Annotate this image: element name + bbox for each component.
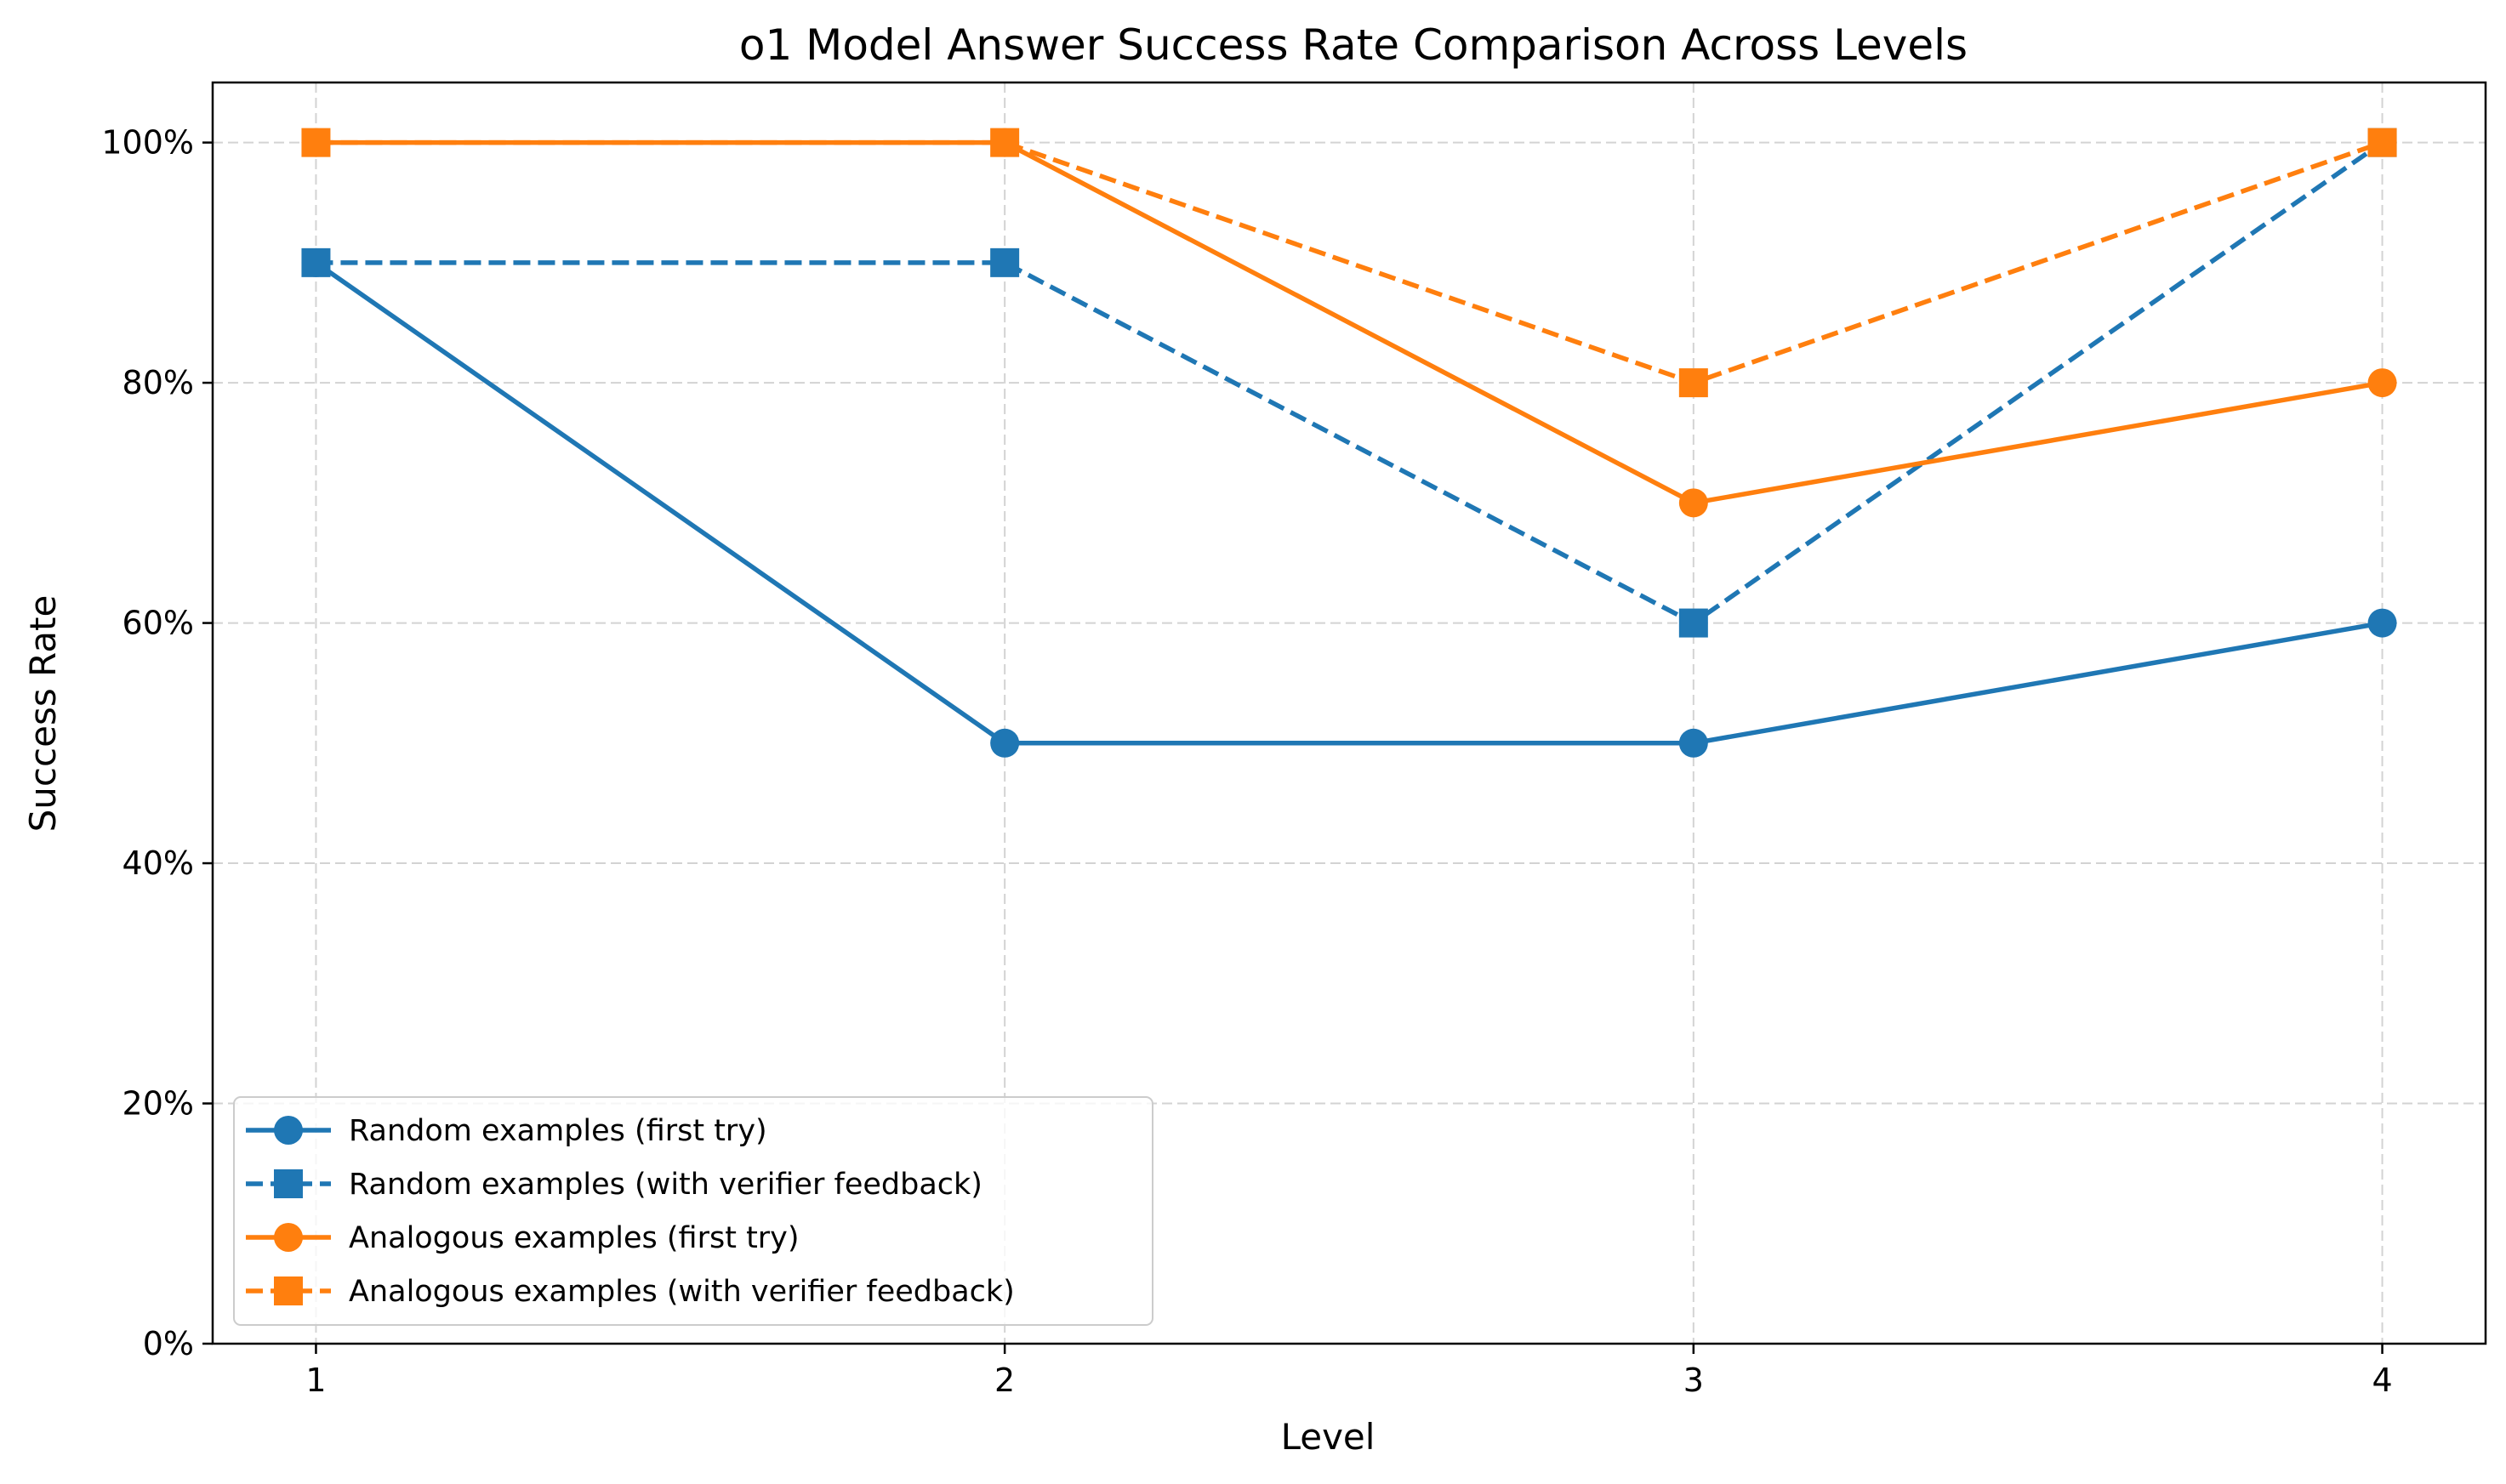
data-point	[2367, 608, 2397, 638]
data-point	[1678, 368, 1708, 398]
x-tick-label: 1	[305, 1362, 326, 1399]
legend-label: Random examples (with verifier feedback)	[349, 1168, 982, 1202]
y-tick-label: 100%	[101, 124, 194, 162]
legend-marker	[274, 1276, 303, 1305]
y-tick-label: 60%	[122, 605, 194, 642]
y-axis-label: Success Rate	[22, 595, 64, 833]
legend: Random examples (first try) Random exampl…	[233, 1096, 1153, 1326]
legend-marker	[274, 1223, 303, 1252]
data-point	[990, 247, 1020, 277]
legend-label: Analogous examples (first try)	[349, 1221, 800, 1255]
series-line	[316, 139, 2384, 506]
data-point	[2367, 368, 2397, 398]
data-point	[301, 128, 331, 157]
plot-frame	[211, 81, 2487, 1345]
x-tick-label: 2	[994, 1362, 1015, 1399]
y-tick-label: 20%	[122, 1085, 194, 1123]
series-4	[301, 128, 2397, 398]
y-tick-label: 0%	[143, 1325, 194, 1362]
legend-entry: Analogous examples (with verifier feedba…	[246, 1275, 1015, 1309]
legend-entry: Analogous examples (first try)	[246, 1221, 800, 1255]
x-tick-label: 4	[2372, 1362, 2392, 1399]
legend-box	[233, 1096, 1153, 1326]
x-axis-label: Level	[1281, 1416, 1375, 1458]
legend-entry: Random examples (with verifier feedback)	[246, 1168, 982, 1202]
legend-entry: Random examples (first try)	[246, 1114, 767, 1148]
data-point	[301, 247, 331, 277]
x-tick-label: 3	[1683, 1362, 1704, 1399]
data-point	[2367, 128, 2397, 157]
data-point	[1678, 488, 1708, 518]
data-point	[1678, 608, 1708, 638]
data-point	[1678, 728, 1708, 758]
legend-label: Random examples (first try)	[349, 1114, 767, 1148]
series-line	[314, 260, 2384, 746]
data-point	[990, 128, 1020, 157]
y-tick-label: 80%	[122, 364, 194, 401]
series-group	[301, 128, 2397, 758]
series-line	[316, 139, 2384, 385]
legend-marker	[274, 1116, 303, 1145]
series-line	[316, 140, 2384, 626]
legend-label: Analogous examples (with verifier feedba…	[349, 1275, 1015, 1309]
chart-title: o1 Model Answer Success Rate Comparison …	[739, 20, 1968, 70]
y-tick-label: 40%	[122, 844, 194, 882]
data-point	[990, 728, 1020, 758]
legend-marker	[274, 1169, 303, 1198]
axis-ticks: 1 2 3 40%20%40%60%80%100%	[101, 124, 2392, 1399]
